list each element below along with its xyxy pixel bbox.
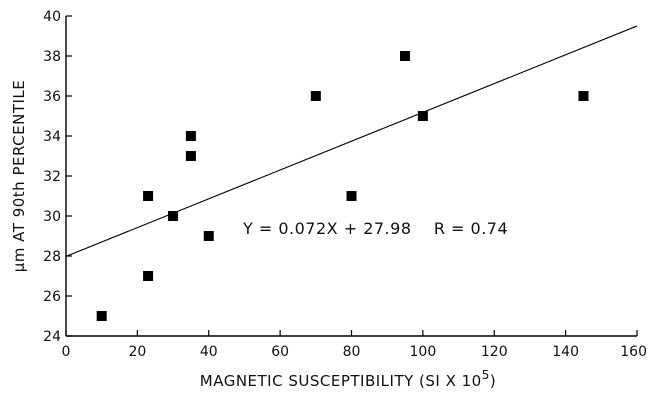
data-point (310, 91, 321, 101)
data-point (185, 131, 196, 141)
y-tick-label: 38 (43, 49, 61, 65)
x-tick-label: 80 (343, 344, 361, 360)
data-point (143, 271, 154, 281)
data-point (417, 111, 428, 121)
x-axis-label: MAGNETIC SUSCEPTIBILITY (SI X 105) (200, 368, 496, 390)
y-tick-label: 26 (43, 289, 61, 305)
x-ticks: 0 20 40 60 80 100 120 140 160 (62, 330, 647, 360)
x-axis-label-main: MAGNETIC SUSCEPTIBILITY (SI X 10 (200, 372, 482, 390)
data-point (96, 311, 107, 321)
x-tick-label: 40 (200, 344, 218, 360)
x-tick-label: 20 (128, 344, 146, 360)
data-point (578, 91, 589, 101)
y-tick-label: 24 (43, 329, 61, 345)
x-tick-label: 100 (410, 344, 437, 360)
y-tick-label: 30 (43, 209, 61, 225)
y-ticks: 24 26 28 30 32 34 36 38 40 (43, 9, 72, 345)
y-tick-label: 36 (43, 89, 61, 105)
x-tick-label: 0 (62, 344, 71, 360)
y-axis-label: µm AT 90th PERCENTILE (10, 80, 28, 273)
x-tick-label: 160 (620, 344, 647, 360)
regression-line (65, 25, 638, 257)
data-point (168, 211, 179, 221)
data-point (400, 51, 411, 61)
data-point (143, 191, 154, 201)
y-tick-label: 40 (43, 9, 61, 25)
x-axis-label-suffix: ) (490, 372, 496, 390)
x-axis-label-superscript: 5 (482, 368, 490, 382)
data-points (96, 51, 589, 321)
axes (65, 16, 637, 337)
x-tick-label: 140 (552, 344, 579, 360)
x-tick-label: 60 (271, 344, 289, 360)
y-tick-label: 28 (43, 249, 61, 265)
data-point (185, 151, 196, 161)
data-point (203, 231, 214, 241)
x-tick-label: 120 (481, 344, 508, 360)
y-tick-label: 32 (43, 169, 61, 185)
data-point (346, 191, 357, 201)
y-tick-label: 34 (43, 129, 61, 145)
regression-equation: Y = 0.072X + 27.98 R = 0.74 (242, 219, 508, 238)
